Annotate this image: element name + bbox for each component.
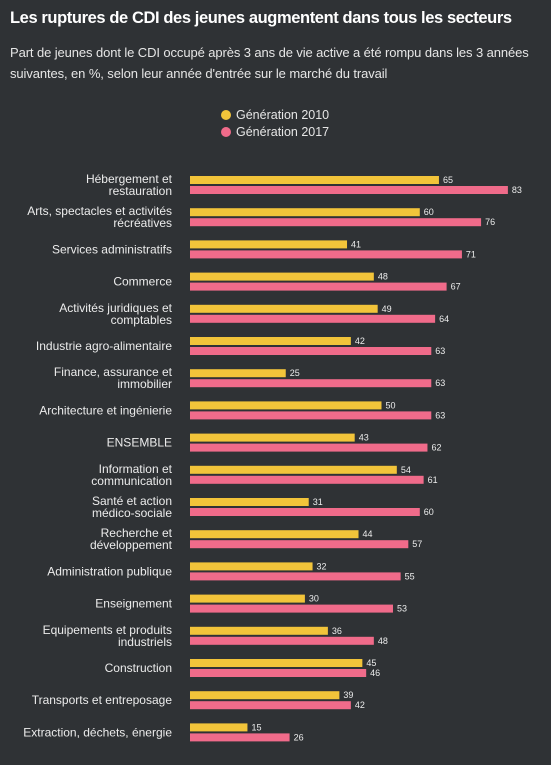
value-label-generation-2017-activites-juridiques-et-comptables: 64 [439, 314, 449, 324]
value-label-generation-2010-transports-et-entreposage: 39 [343, 690, 353, 700]
category-label-industrie-agro-alimentaire: Industrie agro-alimentaire [36, 339, 172, 353]
bar-generation-2010-information-et-communication [190, 465, 397, 474]
legend-item-generation-2017: Génération 2017 [221, 124, 329, 140]
value-label-generation-2010-activites-juridiques-et-comptables: 49 [382, 304, 392, 314]
bar-generation-2017-industrie-agro-alimentaire [190, 347, 432, 355]
value-label-generation-2010-information-et-communication: 54 [401, 465, 411, 475]
category-label-recherche-et-developpement: Recherche et développement [90, 526, 173, 552]
bar-generation-2010-equipements-et-produits-industriels [190, 626, 328, 635]
legend-swatch-generation-2010 [221, 110, 231, 120]
bar-generation-2010-transports-et-entreposage [190, 691, 340, 700]
value-label-generation-2017-architecture-et-ingenierie: 63 [435, 410, 445, 420]
bar-generation-2010-architecture-et-ingenierie [190, 401, 382, 410]
bar-generation-2017-services-administratifs [190, 250, 462, 259]
category-label-services-administratifs: Services administratifs [52, 242, 172, 256]
value-label-generation-2010-services-administratifs: 41 [351, 239, 361, 249]
bar-generation-2017-extraction-dechets-energie [190, 733, 290, 742]
legend-label-generation-2017: Génération 2017 [236, 125, 330, 139]
bar-generation-2010-extraction-dechets-energie [190, 723, 248, 732]
category-label-sante-et-action-medico-sociale: Santé et action médico-sociale [92, 494, 172, 520]
value-label-generation-2010-equipements-et-produits-industriels: 36 [332, 626, 342, 636]
bar-generation-2010-administration-publique [190, 562, 313, 571]
bar-generation-2010-arts-spectacles-et-activites-recreatives [190, 208, 420, 217]
bar-generation-2017-hebergement-et-restauration [190, 186, 508, 194]
bar-generation-2017-commerce [190, 282, 447, 291]
category-label-commerce: Commerce [113, 275, 172, 289]
value-label-generation-2010-hebergement-et-restauration: 65 [443, 175, 453, 185]
category-label-administration-publique: Administration publique [47, 564, 172, 578]
value-label-generation-2017-industrie-agro-alimentaire: 63 [435, 346, 445, 356]
value-label-generation-2017-transports-et-entreposage: 42 [355, 700, 365, 710]
category-label-finance-assurance-et-immobilier: Finance, assurance et immobilier [54, 365, 173, 391]
category-label-information-et-communication: Information et communication [91, 462, 172, 488]
value-label-generation-2017-recherche-et-developpement: 57 [412, 539, 422, 549]
bar-generation-2017-activites-juridiques-et-comptables [190, 314, 436, 323]
bar-generation-2010-activites-juridiques-et-comptables [190, 304, 378, 313]
bar-generation-2017-enseignement [190, 604, 393, 613]
bar-generation-2017-arts-spectacles-et-activites-recreatives [190, 218, 482, 227]
value-label-generation-2010-architecture-et-ingenierie: 50 [386, 400, 396, 410]
category-label-ensemble: ENSEMBLE [107, 436, 172, 450]
value-label-generation-2017-ensemble: 62 [431, 443, 441, 453]
chart-title: Les ruptures de CDI des jeunes augmenten… [10, 9, 512, 27]
category-label-activites-juridiques-et-comptables: Activités juridiques et comptables [59, 301, 172, 327]
bar-generation-2010-sante-et-action-medico-sociale [190, 498, 309, 506]
value-label-generation-2017-extraction-dechets-energie: 26 [294, 732, 304, 742]
bar-generation-2010-commerce [190, 272, 374, 281]
bar-generation-2017-finance-assurance-et-immobilier [190, 379, 432, 388]
category-label-equipements-et-produits-industriels: Equipements et produits industriels [43, 623, 172, 649]
value-label-generation-2017-hebergement-et-restauration: 83 [512, 185, 522, 195]
value-label-generation-2010-sante-et-action-medico-sociale: 31 [313, 497, 323, 507]
value-label-generation-2017-sante-et-action-medico-sociale: 60 [424, 507, 434, 517]
category-label-transports-et-entreposage: Transports et entreposage [32, 693, 173, 707]
value-label-generation-2010-industrie-agro-alimentaire: 42 [355, 336, 365, 346]
bar-generation-2017-ensemble [190, 443, 428, 452]
value-label-generation-2010-administration-publique: 32 [317, 561, 327, 571]
category-label-hebergement-et-restauration: Hébergement et restauration [86, 172, 173, 198]
bar-generation-2010-ensemble [190, 433, 355, 442]
legend-label-generation-2010: Génération 2010 [236, 108, 330, 122]
bar-generation-2010-industrie-agro-alimentaire [190, 337, 351, 345]
bar-generation-2010-enseignement [190, 594, 305, 603]
bar-generation-2010-hebergement-et-restauration [190, 176, 439, 184]
category-label-architecture-et-ingenierie: Architecture et ingénierie [39, 403, 172, 417]
category-label-enseignement: Enseignement [95, 597, 172, 611]
value-label-generation-2010-commerce: 48 [378, 272, 388, 282]
value-label-generation-2010-arts-spectacles-et-activites-recreatives: 60 [424, 207, 434, 217]
bar-generation-2017-sante-et-action-medico-sociale [190, 508, 420, 516]
value-label-generation-2017-arts-spectacles-et-activites-recreatives: 76 [485, 217, 495, 227]
value-label-generation-2010-ensemble: 43 [359, 433, 369, 443]
value-label-generation-2010-recherche-et-developpement: 44 [363, 529, 373, 539]
bar-generation-2017-administration-publique [190, 572, 401, 581]
value-label-generation-2017-information-et-communication: 61 [428, 475, 438, 485]
bar-generation-2017-construction [190, 669, 367, 677]
value-label-generation-2017-commerce: 67 [451, 282, 461, 292]
value-label-generation-2017-equipements-et-produits-industriels: 48 [378, 636, 388, 646]
value-label-generation-2017-construction: 46 [370, 668, 380, 678]
value-label-generation-2010-enseignement: 30 [309, 594, 319, 604]
value-label-generation-2010-extraction-dechets-energie: 15 [251, 722, 261, 732]
category-label-arts-spectacles-et-activites-recreatives: Arts, spectacles et activités récréatives [27, 204, 172, 230]
bar-generation-2017-information-et-communication [190, 475, 424, 484]
bar-generation-2010-recherche-et-developpement [190, 530, 359, 539]
value-label-generation-2017-administration-publique: 55 [405, 571, 415, 581]
bar-generation-2010-services-administratifs [190, 240, 348, 249]
value-label-generation-2017-enseignement: 53 [397, 604, 407, 614]
bar-generation-2017-equipements-et-produits-industriels [190, 636, 374, 645]
bar-generation-2017-recherche-et-developpement [190, 540, 409, 549]
category-label-construction: Construction [105, 661, 172, 675]
category-label-extraction-dechets-energie: Extraction, déchets, énergie [23, 725, 172, 739]
bar-generation-2017-transports-et-entreposage [190, 701, 351, 710]
bar-generation-2010-finance-assurance-et-immobilier [190, 369, 286, 378]
value-label-generation-2017-finance-assurance-et-immobilier: 63 [435, 378, 445, 388]
bar-generation-2017-architecture-et-ingenierie [190, 411, 432, 420]
chart-subtitle: Part de jeunes dont le CDI occupé après … [10, 45, 529, 81]
bar-generation-2010-construction [190, 659, 363, 667]
legend-swatch-generation-2017 [221, 127, 231, 137]
value-label-generation-2010-construction: 45 [366, 658, 376, 668]
legend-item-generation-2010: Génération 2010 [221, 107, 329, 123]
value-label-generation-2010-finance-assurance-et-immobilier: 25 [290, 368, 300, 378]
value-label-generation-2017-services-administratifs: 71 [466, 249, 476, 259]
